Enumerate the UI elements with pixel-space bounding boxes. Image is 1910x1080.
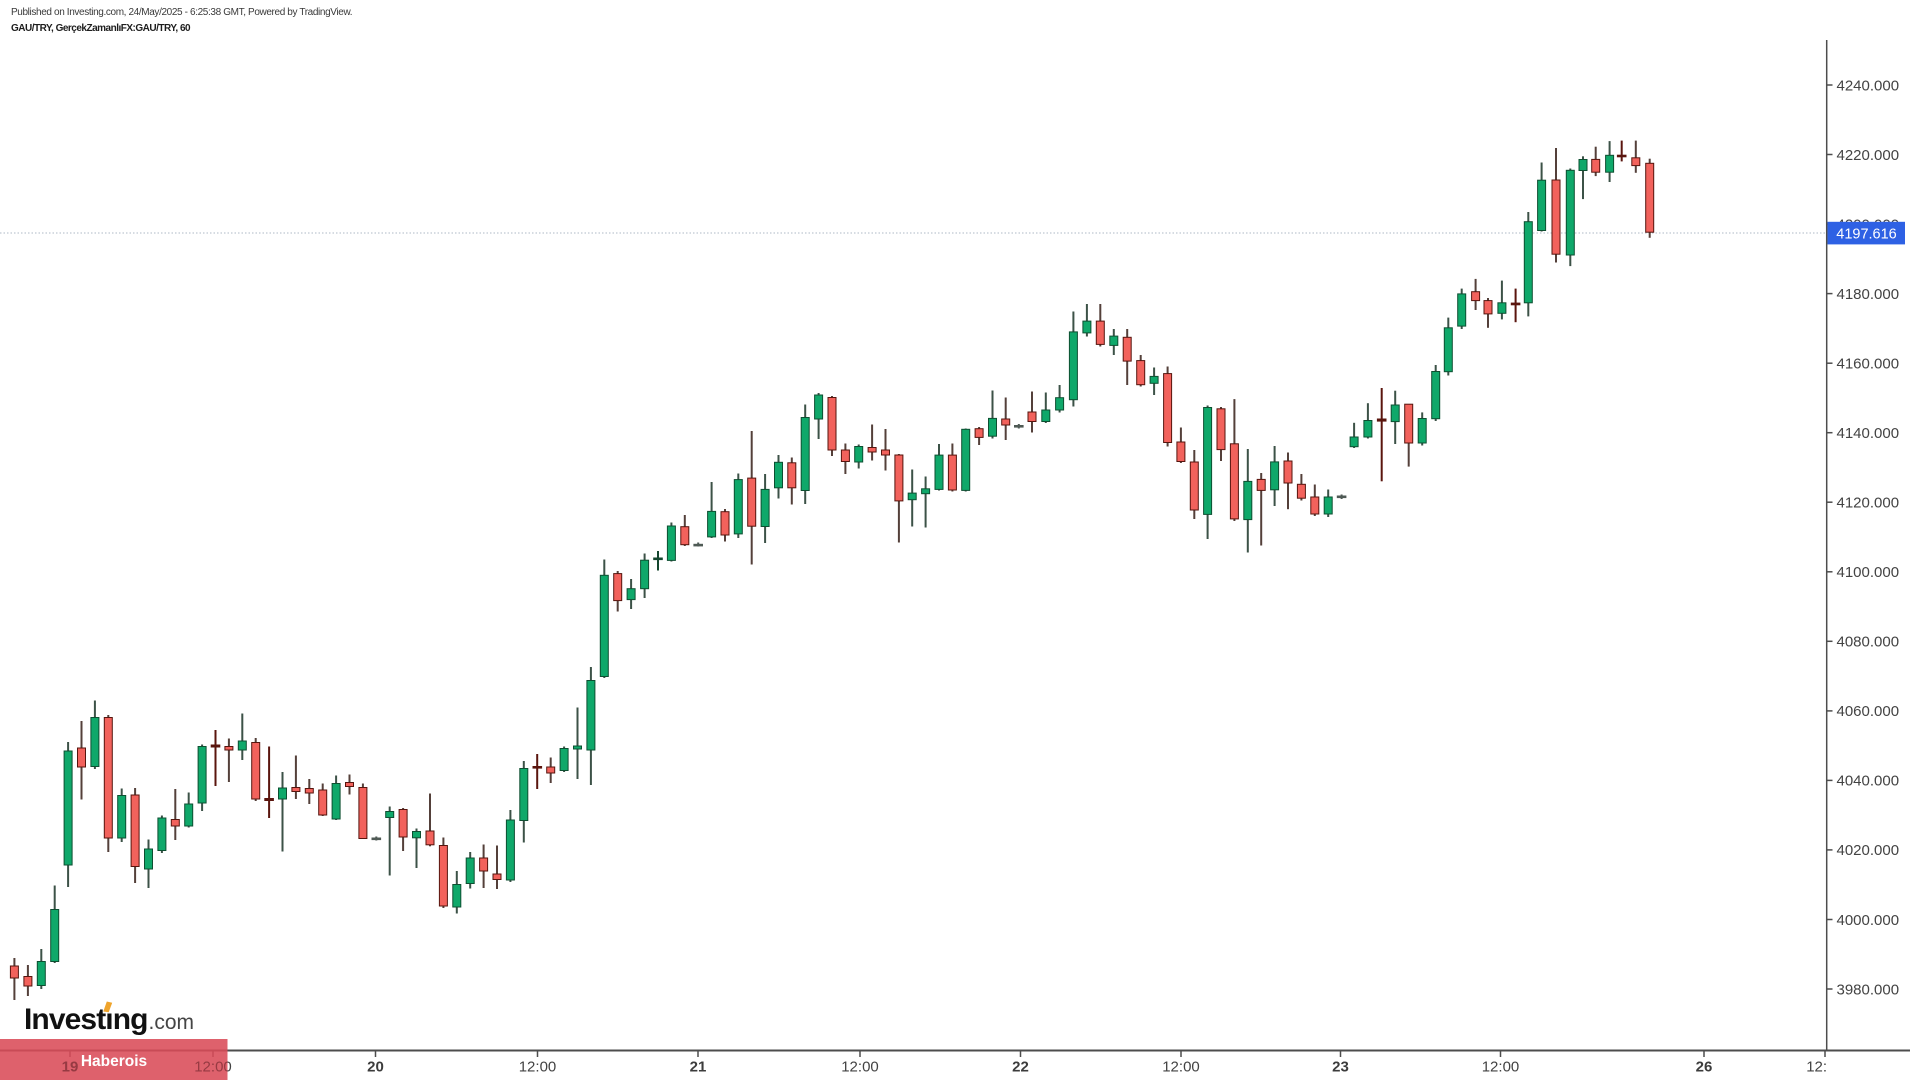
svg-text:4160.000: 4160.000 [1837,356,1900,373]
svg-text:26: 26 [1696,1059,1713,1076]
svg-text:4197.616: 4197.616 [1836,226,1896,242]
svg-text:12:00: 12:00 [1482,1059,1520,1076]
svg-text:Haberois: Haberois [81,1053,147,1070]
svg-text:3980.000: 3980.000 [1837,981,1900,998]
svg-text:12:00: 12:00 [841,1059,879,1076]
svg-text:12:00: 12:00 [1162,1059,1200,1076]
svg-text:GAU/TRY, GerçekZamanlıFX:GAU/T: GAU/TRY, GerçekZamanlıFX:GAU/TRY, 60 [11,23,191,34]
svg-text:12:00: 12:00 [194,1059,232,1076]
svg-text:4100.000: 4100.000 [1837,564,1900,581]
svg-text:19: 19 [62,1059,79,1076]
svg-text:4240.000: 4240.000 [1837,77,1900,94]
svg-text:4180.000: 4180.000 [1837,286,1900,303]
svg-text:4020.000: 4020.000 [1837,842,1900,859]
svg-text:12:00: 12:00 [1806,1059,1844,1076]
svg-text:Investıng: Investıng [24,1003,148,1036]
svg-text:4060.000: 4060.000 [1837,703,1900,720]
svg-text:4220.000: 4220.000 [1837,147,1900,164]
svg-text:23: 23 [1332,1059,1349,1076]
svg-text:22: 22 [1012,1059,1029,1076]
svg-text:12:00: 12:00 [519,1059,557,1076]
svg-text:21: 21 [690,1059,707,1076]
svg-text:4140.000: 4140.000 [1837,425,1900,442]
svg-text:Published on Investing.com, 24: Published on Investing.com, 24/May/2025 … [11,7,352,18]
svg-text:4080.000: 4080.000 [1837,634,1900,651]
svg-text:4000.000: 4000.000 [1837,912,1900,929]
svg-text:20: 20 [367,1059,384,1076]
svg-text:4040.000: 4040.000 [1837,773,1900,790]
svg-text:4120.000: 4120.000 [1837,495,1900,512]
svg-text:12:00: 12:00 [194,1059,232,1076]
svg-text:.com: .com [149,1011,195,1034]
